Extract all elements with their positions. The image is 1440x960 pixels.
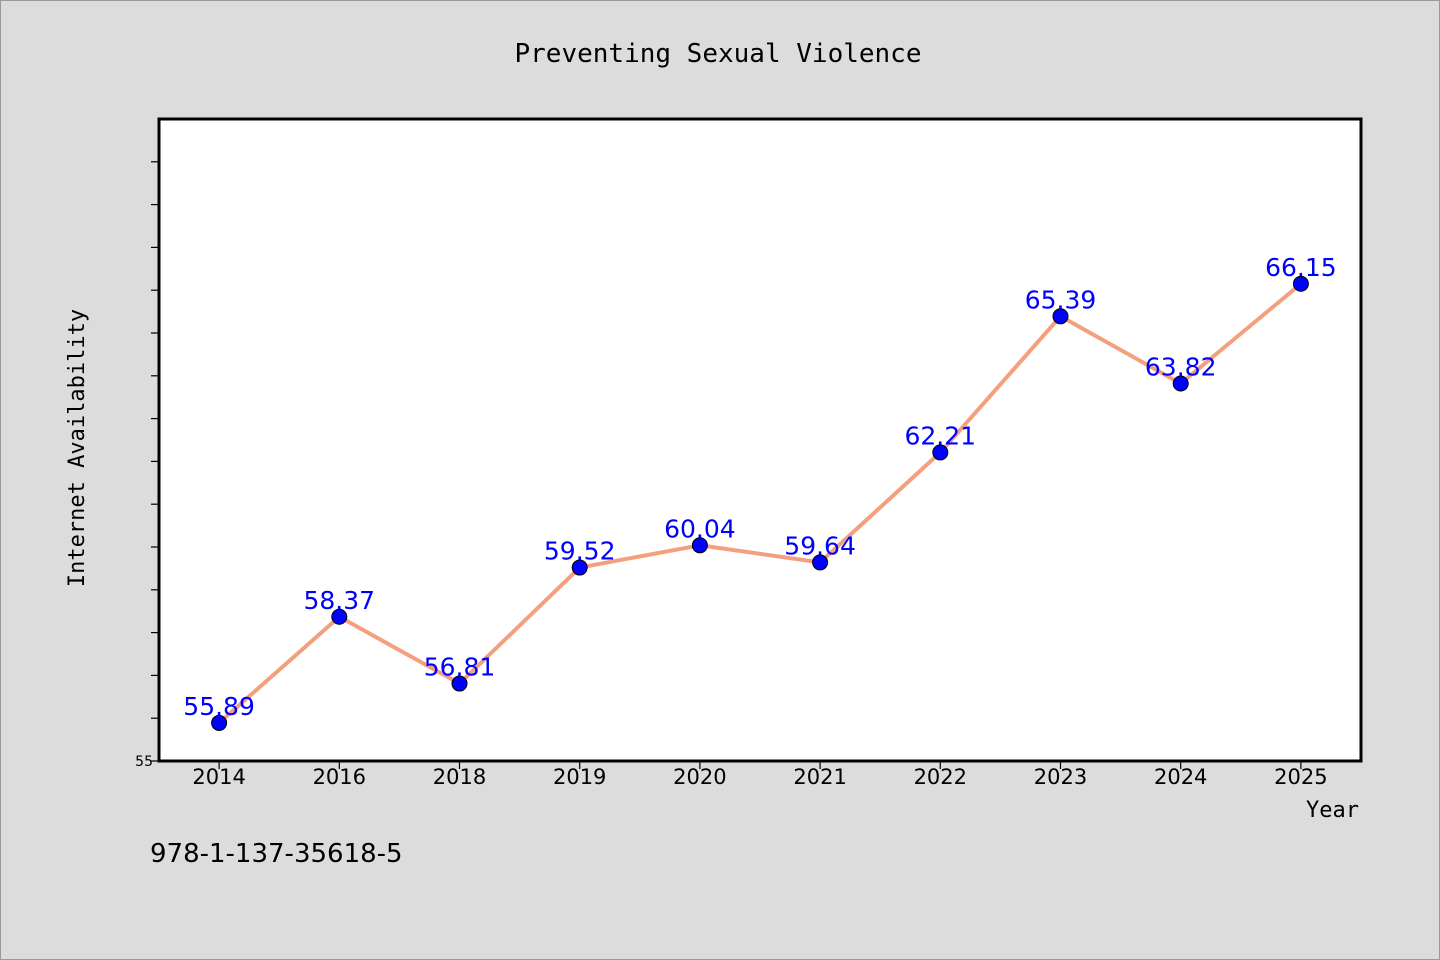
x-tick-label: 2023 bbox=[1034, 765, 1087, 789]
data-label: 63.82 bbox=[1145, 353, 1217, 382]
plot-area bbox=[157, 117, 1363, 763]
y-axis-ticks: 55 bbox=[135, 161, 159, 770]
data-label: 66.15 bbox=[1265, 253, 1337, 282]
data-label: 62.21 bbox=[905, 421, 977, 450]
x-tick-label: 2016 bbox=[313, 765, 366, 789]
data-label: 58.37 bbox=[304, 586, 376, 615]
y-tick-label: 55 bbox=[135, 754, 153, 770]
data-label: 56.81 bbox=[424, 653, 496, 682]
x-tick-label: 2020 bbox=[673, 765, 726, 789]
x-tick-label: 2024 bbox=[1154, 765, 1207, 789]
x-tick-label: 2021 bbox=[793, 765, 846, 789]
data-label: 65.39 bbox=[1025, 285, 1097, 314]
data-labels: 55.89 58.37 56.81 59.52 60.04 59.64 62.21 65.39… bbox=[183, 253, 1336, 721]
data-label: 60.04 bbox=[664, 514, 736, 543]
data-point bbox=[691, 537, 708, 554]
x-tick-label: 2025 bbox=[1274, 765, 1327, 789]
x-tick-label: 2014 bbox=[192, 765, 245, 789]
data-point bbox=[1052, 308, 1069, 325]
x-tick-label: 2022 bbox=[914, 765, 967, 789]
data-point bbox=[812, 554, 829, 571]
chart-title: Preventing Sexual Violence bbox=[515, 39, 922, 69]
data-point bbox=[1172, 375, 1189, 392]
data-point bbox=[451, 675, 468, 692]
x-axis-ticks: 2014 2016 2018 2019 2020 2021 2022 2023 2024 2025 bbox=[192, 761, 1328, 789]
y-axis-label: Internet Availability bbox=[65, 309, 90, 587]
data-point bbox=[932, 444, 949, 461]
data-point bbox=[571, 559, 588, 576]
data-label: 55.89 bbox=[183, 692, 255, 721]
data-point bbox=[1292, 275, 1309, 292]
x-tick-label: 2019 bbox=[553, 765, 606, 789]
data-point bbox=[211, 714, 228, 731]
footer-isbn: 978-1-137-35618-5 bbox=[150, 839, 403, 869]
x-axis-label: Year bbox=[1306, 798, 1359, 823]
data-label: 59.64 bbox=[784, 531, 856, 560]
x-tick-label: 2018 bbox=[433, 765, 486, 789]
data-point bbox=[331, 608, 348, 625]
data-label: 59.52 bbox=[544, 537, 616, 566]
series-line bbox=[217, 282, 1303, 725]
series-layer bbox=[211, 275, 1309, 731]
